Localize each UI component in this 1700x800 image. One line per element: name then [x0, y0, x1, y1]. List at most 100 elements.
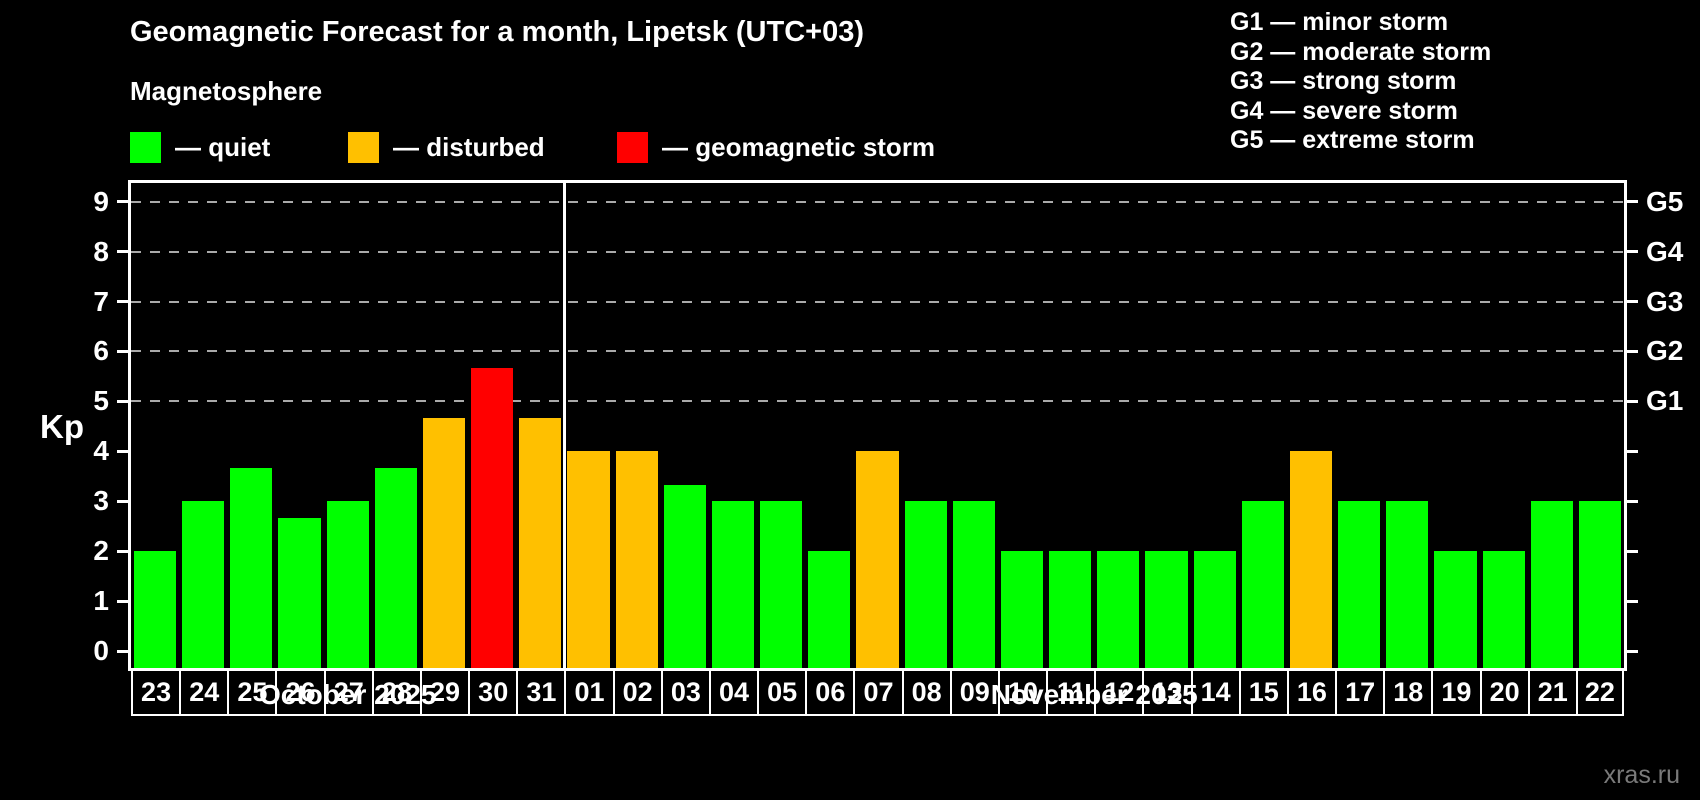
y-axis-label-0: 0 [93, 635, 109, 666]
kp-bar-day-22 [1578, 501, 1621, 668]
day-label-09: 09 [949, 668, 1000, 716]
day-label-05: 05 [757, 668, 808, 716]
kp-bar-day-01 [567, 451, 610, 668]
storm-scale-line-4: G4 — severe storm [1230, 96, 1458, 125]
kp-bar-day-25 [230, 467, 273, 668]
right-tick-kp-2 [1627, 549, 1638, 553]
legend-label-quiet: — quiet [175, 132, 271, 162]
y-axis-label-5: 5 [93, 385, 109, 417]
right-axis-label-g3: G3 [1646, 285, 1684, 317]
gridline-kp-9 [131, 200, 1624, 203]
day-label-08: 08 [901, 668, 952, 716]
month-label-october: October 2025 [259, 679, 437, 710]
kp-bar-day-03 [663, 484, 706, 668]
kp-bar-day-27 [326, 501, 369, 668]
storm-scale-line-1: G1 — minor storm [1230, 8, 1449, 36]
day-label-15: 15 [1238, 668, 1289, 716]
right-tick-kp-4 [1627, 449, 1638, 453]
legend-item-quiet: — quiet [130, 131, 270, 164]
day-label-04: 04 [708, 668, 760, 716]
left-tick-kp-0 [117, 649, 128, 653]
kp-bar-day-19 [1434, 551, 1477, 668]
left-tick-kp-9 [117, 200, 128, 204]
kp-bar-day-26 [278, 517, 321, 668]
kp-bar-day-24 [182, 501, 225, 668]
day-label-25: 25 [227, 668, 278, 716]
day-label-20: 20 [1479, 668, 1530, 716]
left-tick-kp-7 [117, 300, 128, 304]
y-axis-label-3: 3 [93, 485, 109, 517]
legend-item-disturbed: — disturbed [348, 131, 545, 164]
kp-bar-day-15 [1241, 501, 1284, 668]
kp-bar-day-09 [952, 501, 995, 668]
left-tick-kp-3 [117, 499, 128, 503]
right-axis-label-g5: G5 [1646, 185, 1684, 217]
kp-bar-day-10 [1000, 551, 1044, 668]
day-label-13: 13 [1142, 668, 1193, 716]
left-tick-kp-4 [117, 449, 128, 453]
kp-bar-day-21 [1530, 501, 1573, 668]
storm-scale-line-3: G3 — strong storm [1230, 67, 1457, 95]
left-tick-kp-2 [117, 549, 128, 553]
right-tick-kp-7 [1627, 300, 1638, 304]
right-axis-label-g1: G1 [1646, 385, 1684, 417]
y-axis-label-9: 9 [93, 185, 109, 217]
kp-bar-day-08 [904, 501, 947, 668]
disturbed-color-swatch [348, 132, 379, 163]
day-label-31: 31 [516, 668, 567, 716]
legend-item-geomagnetic-storm: — geomagnetic storm [617, 131, 935, 164]
right-tick-kp-8 [1627, 250, 1638, 254]
kp-bar-day-31 [519, 417, 562, 668]
storm-scale-legend: G1 — minor storm G2 — moderate storm G3 — … [1230, 8, 1491, 156]
gridline-kp-8 [131, 250, 1624, 253]
storm-scale-line-2: G2 — moderate storm [1230, 37, 1492, 66]
right-tick-kp-5 [1627, 399, 1638, 403]
storm-scale-line-5: G5 — extreme storm [1230, 126, 1475, 154]
left-tick-kp-1 [117, 599, 128, 603]
kp-bar-day-12 [1097, 551, 1140, 668]
month-label-november: November 2025 [990, 679, 1198, 710]
left-tick-kp-6 [117, 349, 128, 353]
gridline-kp-5 [131, 400, 1624, 403]
day-label-24: 24 [179, 668, 230, 716]
month-separator-line [562, 183, 566, 668]
kp-bar-day-14 [1193, 551, 1236, 668]
kp-bar-day-05 [760, 501, 803, 668]
day-label-01: 01 [564, 668, 615, 716]
geomagnetic-storm-color-swatch [617, 132, 648, 163]
y-axis-label-8: 8 [93, 235, 109, 267]
kp-bar-day-07 [856, 451, 899, 668]
day-label-17: 17 [1335, 668, 1386, 716]
y-axis-label-7: 7 [93, 285, 109, 317]
left-tick-kp-5 [117, 399, 128, 403]
kp-bar-day-28 [374, 467, 417, 668]
right-tick-kp-0 [1627, 649, 1638, 653]
kp-bar-day-17 [1338, 501, 1381, 668]
page-title: Geomagnetic Forecast for a month, Lipets… [130, 16, 865, 48]
legend-label-disturbed: — disturbed [393, 132, 545, 162]
day-label-18: 18 [1383, 668, 1434, 716]
right-axis-label-g2: G2 [1646, 335, 1684, 367]
y-axis-label-4: 4 [93, 435, 109, 467]
y-axis-label-2: 2 [93, 535, 109, 567]
kp-bar-day-16 [1289, 451, 1333, 668]
day-label-22: 22 [1575, 668, 1624, 716]
day-label-21: 21 [1527, 668, 1578, 716]
day-label-06: 06 [805, 668, 856, 716]
day-label-14: 14 [1190, 668, 1241, 716]
day-label-19: 19 [1431, 668, 1482, 716]
right-tick-kp-6 [1627, 349, 1638, 353]
day-label-02: 02 [612, 668, 663, 716]
kp-axis-title: Kp [40, 408, 84, 445]
magnetosphere-subtitle: Magnetosphere [130, 76, 323, 106]
kp-bar-day-04 [711, 501, 755, 668]
day-label-11: 11 [1046, 668, 1097, 716]
kp-bar-day-11 [1049, 551, 1092, 668]
gridline-kp-6 [131, 350, 1624, 353]
kp-bar-day-02 [615, 451, 658, 668]
quiet-color-swatch [130, 132, 161, 163]
day-label-30: 30 [468, 668, 519, 716]
kp-bar-day-30 [471, 367, 514, 668]
gridline-kp-7 [131, 300, 1624, 303]
